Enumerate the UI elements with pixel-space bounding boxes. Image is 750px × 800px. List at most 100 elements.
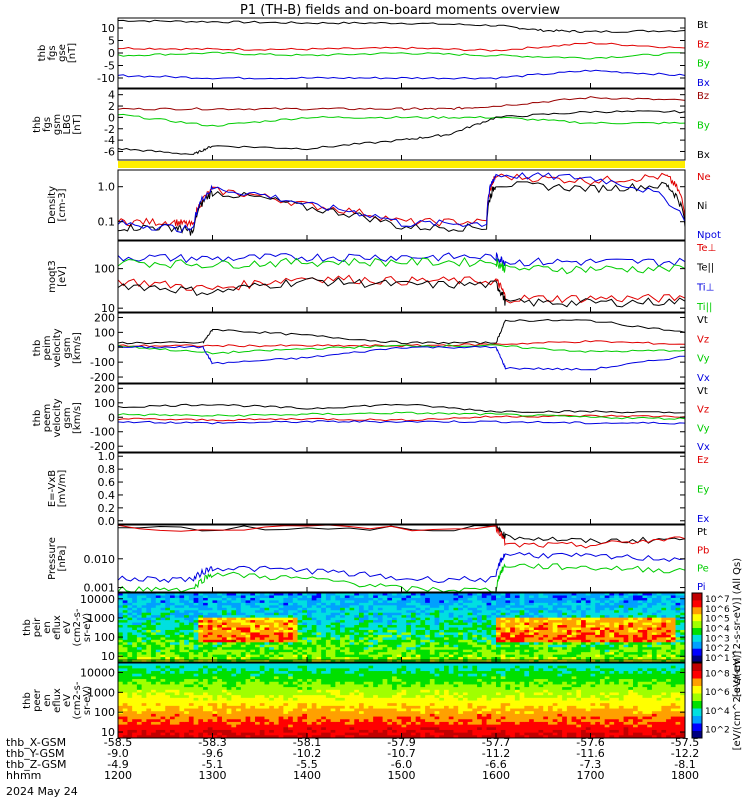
spectrogram-cell: [264, 700, 270, 704]
spectrogram-cell: [510, 647, 516, 651]
spectrogram-cell: [325, 595, 332, 599]
spectrogram-cell: [444, 632, 450, 636]
spectrogram-cell: [335, 634, 341, 638]
spectrogram-cell: [122, 687, 128, 691]
spectrogram-cell: [236, 593, 242, 596]
spectrogram-cell: [396, 607, 402, 611]
y-tick-label: 0.4: [98, 489, 116, 502]
spectrogram-cell: [335, 681, 341, 685]
spectrogram-cell: [496, 595, 502, 599]
spectrogram-cell: [136, 689, 143, 693]
spectrogram-cell: [151, 597, 157, 601]
spectrogram-cell: [623, 644, 629, 648]
spectrogram-cell: [141, 625, 147, 628]
spectrogram-cell: [623, 649, 629, 653]
spectrogram-cell: [576, 625, 582, 628]
spectrogram-cell: [373, 612, 379, 616]
spectrogram-cell: [675, 600, 681, 604]
spectrogram-cell: [283, 625, 289, 628]
spectrogram-cell: [146, 617, 152, 621]
spectrogram-cell: [136, 597, 143, 601]
spectrogram-cell: [472, 602, 478, 606]
spectrogram-cell: [562, 649, 568, 653]
spectrogram-cell: [203, 597, 209, 601]
spectrogram-cell: [297, 727, 303, 731]
spectrogram-cell: [184, 602, 190, 606]
spectrogram-cell: [330, 663, 336, 667]
spectrogram-cell: [392, 652, 398, 655]
spectrogram-cell: [141, 681, 147, 685]
spectrogram-cell: [382, 615, 388, 619]
panels-group: BtBzByBx-10-50510thbfgsgse[nT]BzByBx-6-4…: [22, 17, 743, 750]
spectrogram-cell: [382, 642, 388, 646]
spectrogram-cell: [165, 634, 171, 638]
spectrogram-cell: [590, 602, 596, 606]
spectrogram-cell: [278, 668, 284, 672]
spectrogram-cell: [127, 663, 133, 667]
spectrogram-cell: [174, 620, 180, 623]
spectrogram-cell: [122, 719, 128, 723]
spectrogram-cell: [165, 602, 171, 606]
spectrogram-cell: [325, 684, 332, 688]
spectrogram-cell: [368, 602, 374, 606]
legend-label: Pt: [697, 527, 707, 538]
spectrogram-cell: [307, 700, 313, 704]
spectrogram-cell: [481, 634, 487, 638]
spectrogram-cell: [292, 597, 298, 601]
spectrogram-cell: [127, 676, 133, 680]
spectrogram-cell: [132, 625, 138, 628]
spectrogram-cell: [547, 637, 554, 641]
spectrogram-cell: [207, 637, 213, 641]
spectrogram-cell: [595, 637, 601, 641]
spectrogram-cell: [656, 602, 662, 606]
spectrogram-cell: [325, 622, 332, 626]
spectrogram-cell: [188, 716, 195, 720]
spectrogram-cell: [269, 620, 275, 623]
spectrogram-cell: [604, 642, 610, 646]
spectrogram-cell: [420, 642, 426, 646]
spectrogram-cell: [467, 595, 473, 599]
spectrogram-cell: [576, 622, 582, 626]
spectrogram-cell: [132, 647, 138, 651]
spectrogram-cell: [288, 637, 294, 641]
spectrogram-cell: [429, 617, 435, 621]
spectrogram-cell: [377, 593, 384, 596]
spectrogram-cell: [136, 705, 143, 709]
spectrogram-cell: [335, 713, 341, 717]
spectrogram-cell: [311, 652, 317, 655]
spectrogram-cell: [444, 649, 450, 653]
spectrogram-cell: [179, 705, 185, 709]
spectrogram-cell: [240, 657, 246, 660]
spectrogram-cell: [169, 602, 176, 606]
spectrogram-cell: [396, 644, 402, 648]
spectrogram-cell: [396, 622, 402, 626]
spectrogram-cell: [321, 673, 327, 677]
spectrogram-cell: [538, 654, 544, 658]
spectrogram-cell: [198, 727, 204, 731]
spectrogram-cell: [269, 705, 275, 709]
spectrogram-cell: [557, 647, 563, 651]
spectrogram-cell: [283, 681, 289, 685]
spectrogram-cell: [458, 602, 464, 606]
spectrogram-cell: [174, 681, 180, 685]
spectrogram-cell: [203, 649, 209, 653]
spectrogram-cell: [160, 684, 166, 688]
spectrogram-cell: [547, 629, 554, 633]
spectrogram-cell: [146, 703, 152, 707]
spectrogram-cell: [122, 732, 128, 736]
spectrogram-cell: [118, 716, 124, 720]
spectrogram-cell: [344, 629, 350, 633]
spectrogram-cell: [297, 647, 303, 651]
spectrogram-cell: [297, 697, 303, 701]
spectrogram-cell: [236, 719, 242, 723]
spectrogram-cell: [193, 703, 199, 707]
spectrogram-cell: [169, 705, 176, 709]
spectrogram-cell: [477, 593, 483, 596]
spectrogram-cell: [581, 659, 587, 663]
spectrogram-cell: [179, 649, 185, 653]
spectrogram-cell: [321, 687, 327, 691]
spectrogram-cell: [425, 617, 431, 621]
y-tick-label: 200: [94, 382, 115, 395]
spectrogram-cell: [160, 689, 166, 693]
spectrogram-cell: [212, 605, 218, 609]
